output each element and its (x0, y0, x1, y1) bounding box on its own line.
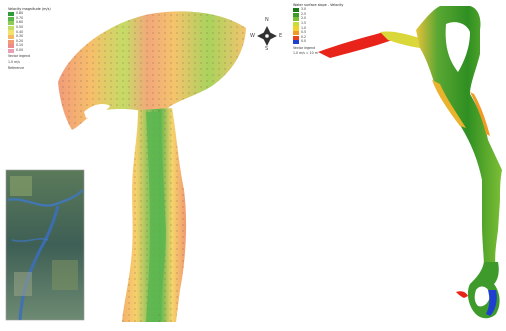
hot-spot-wedge (318, 32, 392, 58)
legend-right-entry-label: 1.0 (301, 25, 307, 30)
reservoir-fan-dots (58, 11, 246, 130)
legend-left-entry-label: 0.50 (16, 24, 24, 29)
legend-left-swatch (8, 30, 14, 35)
legend-left-swatch (8, 16, 14, 21)
loop-inner-void (445, 22, 470, 72)
legend-left-entry-label: 0.80 (16, 11, 24, 16)
legend-right-entry-label: 2.0 (301, 16, 307, 21)
legend-left-entry-label: 0.10 (16, 43, 24, 48)
legend-right-entry: 2.5 (293, 12, 353, 17)
legend-left-entry: 0.30 (8, 34, 48, 40)
legend-left-entry-label: 0.70 (16, 15, 24, 20)
legend-left-bins: 0.80 0.70 0.60 0.50 0.40 0.30 0.20 0.10 0.00 (8, 11, 48, 54)
legend-left-entry-label: 0.40 (16, 29, 24, 34)
legend-right-title: Water surface slope - Velocity (293, 3, 344, 7)
legend-left-entry-label: 0.20 (16, 38, 24, 43)
legend-left-swatch (8, 25, 14, 30)
compass-north-label: N (265, 17, 269, 23)
legend-left-entry: 0.40 (8, 30, 48, 35)
upper-reach (416, 6, 502, 268)
legend-left-entry: 0.10 (8, 44, 48, 49)
legend-right-swatch (293, 17, 299, 22)
legend-right-entry-label: 0.0 (301, 39, 307, 44)
legend-left-title: Velocity magnitude (m/s) (8, 7, 51, 11)
legend-right-entry: 0.5 (293, 30, 353, 36)
legend-left-entry: 0.50 (8, 24, 48, 31)
legend-left-entry: 0.60 (8, 21, 48, 26)
lower-meander-void (474, 286, 490, 307)
legend-right-swatch (293, 21, 299, 26)
legend-right-swatch (293, 8, 299, 13)
legend-right-entry-label: 0.2 (301, 34, 307, 39)
legend-right-swatch (293, 30, 299, 36)
legend-left-entry-label: 0.00 (16, 47, 24, 52)
compass-east-label: E (279, 33, 283, 39)
legend-left-swatch (8, 34, 14, 40)
bank-edge-orange (470, 92, 490, 136)
legend-left-entry: 0.00 (8, 47, 48, 54)
legend-left-vector-label: Vector legend (8, 54, 31, 59)
legend-left-swatch (8, 48, 14, 53)
legend-right-entry: 2.0 (293, 17, 353, 22)
location-inset (5, 169, 85, 321)
legend-left-swatch (8, 44, 14, 49)
transition-band (380, 31, 420, 48)
legend-left: Velocity magnitude (m/s) 0.80 0.70 0.60 0.5… (8, 7, 51, 71)
legend-right-entry-label: 0.5 (301, 30, 307, 35)
legend-right-swatch (293, 26, 299, 31)
legend-left-swatch (8, 12, 14, 17)
legend-left-entry: 0.20 (8, 39, 48, 44)
dry-island (84, 104, 110, 118)
legend-right-entry: 0.0 (293, 40, 353, 45)
compass-icon (257, 26, 277, 46)
legend-right-swatch (293, 12, 299, 17)
legend-right: Water surface slope - Velocity 3.0 2.5 2.0… (293, 3, 353, 56)
legend-left-entry-label: 0.60 (16, 20, 24, 25)
legend-right-entry-label: 3.0 (301, 7, 307, 12)
legend-left-note: Reference (8, 65, 25, 70)
legend-right-bins: 3.0 2.5 2.0 1.5 1.0 0.5 0.2 0.0 (293, 7, 353, 45)
legend-right-swatch (293, 35, 299, 40)
bank-edge-yellow (432, 80, 466, 128)
left-velocity-model (58, 11, 246, 322)
deep-pool-blue (486, 290, 497, 316)
legend-right-vector-label: Vector legend (293, 45, 316, 50)
legend-right-entry-label: 1.5 (301, 20, 307, 25)
legend-left-swatch (8, 21, 14, 26)
legend-right-entry: 1.5 (293, 20, 353, 27)
legend-right-entry: 1.0 (293, 26, 353, 31)
compass-south-label: S (265, 46, 269, 52)
legend-right-swatch (293, 40, 299, 45)
legend-left-entry: 0.80 (8, 11, 48, 17)
legend-left-swatch (8, 39, 14, 44)
compass-west-label: W (250, 33, 255, 39)
legend-right-entry-label: 2.5 (301, 11, 307, 16)
legend-right-vector-scale: 1.0 m/s = 10 m (293, 51, 318, 56)
outlet-red (456, 291, 468, 298)
legend-right-entry: 0.2 (293, 35, 353, 40)
legend-left-entry-label: 0.30 (16, 34, 24, 39)
legend-left-vector-scale: 1.0 m/s (8, 59, 20, 64)
right-velocity-model (318, 6, 502, 319)
thalweg-band (146, 112, 166, 322)
legend-right-entry: 3.0 (293, 7, 353, 13)
legend-left-entry: 0.70 (8, 16, 48, 21)
